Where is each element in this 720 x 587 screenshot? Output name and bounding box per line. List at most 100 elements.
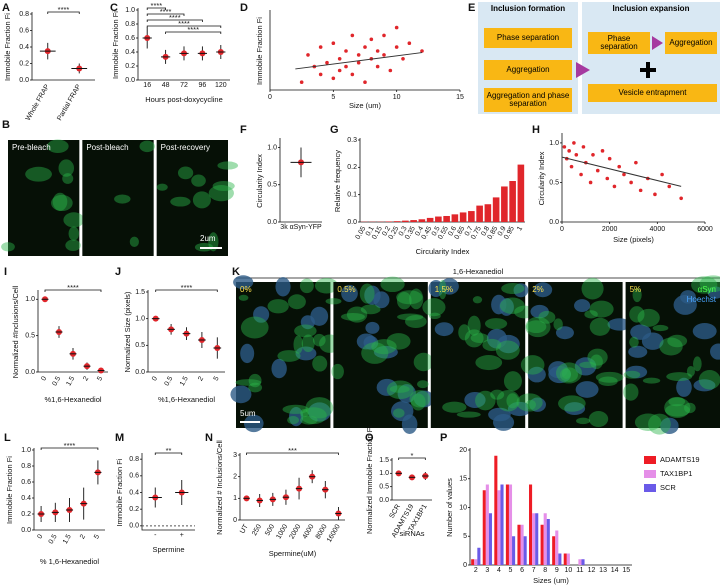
diagram-box: Aggregation [484, 60, 572, 80]
cytoplasm [589, 317, 611, 336]
y-tick-label: 0.5 [379, 484, 389, 491]
cytoplasm [664, 397, 691, 418]
bar [546, 519, 550, 565]
image-caption: 2% [532, 285, 544, 294]
cytoplasm [686, 365, 695, 377]
x-tick-label: 7 [532, 567, 536, 574]
point [337, 57, 342, 61]
y-tick-label: 0.5 [135, 342, 145, 349]
cytoplasm [588, 411, 609, 427]
channel-label: αSyn [698, 285, 716, 294]
nucleus [434, 322, 454, 337]
panel-label: I [4, 266, 7, 278]
bar [529, 484, 533, 565]
point [331, 41, 336, 45]
legend-label: TAX1BP1 [660, 469, 692, 478]
image-title: 1,6-Hexanediol [453, 267, 504, 276]
cytoplasm [360, 304, 381, 315]
cytoplasm [693, 356, 702, 372]
x-tick-label: 0.5 [48, 533, 59, 545]
diagram-box: Vesicle entrapment [588, 84, 717, 102]
panel-label: F [240, 124, 247, 136]
cytoplasm [63, 212, 85, 228]
point [634, 160, 638, 165]
x-tick-label: 250 [251, 523, 263, 537]
significance-label: * [411, 451, 414, 460]
x-tick-label: 0.8 [480, 225, 491, 237]
cytoplasm [698, 369, 720, 390]
significance-label: **** [160, 7, 172, 16]
cytoplasm [691, 276, 718, 294]
significance-label: *** [288, 446, 297, 455]
cytoplasm [642, 377, 661, 384]
y-tick-label: 0.2 [21, 511, 31, 518]
cytoplasm [300, 407, 327, 425]
y-tick-label: 0.8 [125, 21, 135, 28]
panel-label: L [4, 432, 11, 444]
cytoplasm [558, 395, 586, 412]
bar [505, 484, 509, 565]
y-tick-label: 0.4 [21, 495, 31, 502]
x-tick-label: 11 [576, 567, 583, 574]
x-tick-label: 13 [599, 567, 607, 574]
cytoplasm [361, 342, 389, 364]
nucleus [625, 365, 648, 379]
cytoplasm [240, 316, 269, 339]
cytoplasm [428, 312, 441, 320]
nucleus [230, 385, 252, 404]
bar [468, 211, 475, 222]
nucleus [692, 322, 717, 340]
x-tick-label: + [180, 532, 184, 539]
point [344, 49, 348, 53]
cytoplasm [470, 333, 489, 343]
x-tick-label: 1.5 [62, 533, 73, 545]
legend-label: ADAMTS19 [660, 455, 700, 464]
cytoplasm [667, 334, 688, 348]
cytoplasm [506, 393, 519, 409]
cytoplasm [666, 372, 693, 382]
cytoplasm [389, 385, 410, 393]
nucleus [310, 306, 329, 326]
cytoplasm [346, 306, 368, 323]
y-axis-label: Normalized #Inclusions/Cell [11, 285, 20, 378]
cytoplasm [629, 306, 645, 323]
diagram-title: Inclusion expansion [612, 4, 690, 13]
y-tick-label: 1.0 [21, 447, 31, 454]
y-tick-label: 0.0 [129, 523, 139, 530]
cytoplasm [380, 276, 405, 293]
significance-label: **** [58, 5, 70, 14]
cytoplasm [438, 279, 447, 300]
cytoplasm [312, 355, 328, 372]
bar [451, 214, 459, 222]
significance-label: **** [67, 283, 79, 292]
x-tick-label: 0.5 [51, 375, 62, 387]
point [407, 41, 412, 45]
cytoplasm [267, 299, 289, 314]
y-tick-label: 0.8 [19, 11, 29, 18]
axis [141, 453, 195, 531]
x-tick-label: SCR [389, 503, 402, 519]
point [350, 72, 355, 77]
y-tick-label: 1.0 [125, 7, 135, 14]
cytoplasm [490, 389, 505, 400]
nucleus [413, 390, 435, 408]
bar [543, 513, 547, 565]
y-axis-label: Immobile Fraction Fi [5, 456, 14, 524]
bar [393, 221, 401, 222]
scale-label: 2um [200, 234, 216, 243]
micrograph [8, 140, 80, 256]
cytoplasm [305, 397, 334, 419]
x-tick-label: 0.2 [381, 225, 392, 237]
x-axis-label: %1,6-Hexanediol [44, 395, 101, 404]
cytoplasm [238, 294, 249, 301]
x-tick-label: 2 [197, 375, 205, 382]
x-tick-label: Whole FRAP [25, 83, 51, 122]
cytoplasm [331, 363, 344, 380]
cytoplasm [464, 329, 484, 348]
cytoplasm [235, 379, 262, 386]
point [653, 192, 657, 197]
image-caption: Post-recovery [161, 143, 210, 152]
panel-label: G [330, 124, 339, 136]
point [591, 152, 595, 157]
x-tick-label: 2000 [602, 226, 618, 233]
